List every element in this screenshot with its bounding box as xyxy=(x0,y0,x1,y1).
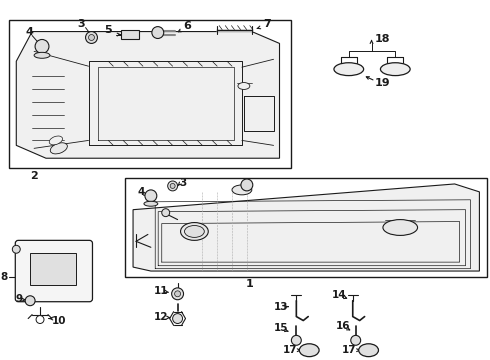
Text: 12: 12 xyxy=(153,311,168,321)
Circle shape xyxy=(25,296,35,306)
Bar xyxy=(30,253,75,285)
Text: 3: 3 xyxy=(78,19,85,29)
Circle shape xyxy=(170,184,175,188)
Text: 3: 3 xyxy=(179,178,186,188)
Ellipse shape xyxy=(238,82,250,89)
Circle shape xyxy=(162,209,170,217)
Ellipse shape xyxy=(34,52,50,58)
Text: 16: 16 xyxy=(336,321,350,332)
Text: 5: 5 xyxy=(104,24,112,35)
Text: 8: 8 xyxy=(0,272,7,282)
FancyBboxPatch shape xyxy=(15,240,93,302)
Circle shape xyxy=(351,336,361,345)
Circle shape xyxy=(172,288,184,300)
Ellipse shape xyxy=(49,136,63,145)
Ellipse shape xyxy=(50,143,68,154)
Circle shape xyxy=(172,314,183,324)
Ellipse shape xyxy=(232,185,252,195)
Bar xyxy=(9,20,292,168)
Ellipse shape xyxy=(359,344,378,357)
Text: 2: 2 xyxy=(30,171,38,181)
Text: 13: 13 xyxy=(274,302,289,312)
Circle shape xyxy=(152,27,164,39)
Text: 15: 15 xyxy=(274,323,289,333)
Circle shape xyxy=(174,291,180,297)
Circle shape xyxy=(168,181,177,191)
Text: 6: 6 xyxy=(184,21,192,31)
Bar xyxy=(121,30,139,40)
Circle shape xyxy=(292,336,301,345)
Text: 9: 9 xyxy=(15,294,22,304)
Circle shape xyxy=(12,245,20,253)
Circle shape xyxy=(241,179,253,191)
Text: 17: 17 xyxy=(342,345,357,355)
Polygon shape xyxy=(133,184,479,271)
Circle shape xyxy=(35,40,49,53)
Ellipse shape xyxy=(383,220,417,235)
Ellipse shape xyxy=(334,63,364,76)
Ellipse shape xyxy=(185,225,204,237)
Polygon shape xyxy=(16,32,279,158)
Ellipse shape xyxy=(144,201,158,206)
Ellipse shape xyxy=(299,344,319,357)
Ellipse shape xyxy=(180,222,208,240)
Text: 7: 7 xyxy=(263,19,270,29)
Text: 11: 11 xyxy=(153,286,168,296)
Ellipse shape xyxy=(380,63,410,76)
Text: 18: 18 xyxy=(375,35,390,45)
Text: 1: 1 xyxy=(246,279,254,289)
Text: 14: 14 xyxy=(332,290,346,300)
Text: 10: 10 xyxy=(51,315,66,325)
Text: 4: 4 xyxy=(25,27,33,37)
Text: 19: 19 xyxy=(375,78,390,88)
Circle shape xyxy=(36,316,44,324)
Circle shape xyxy=(89,35,95,40)
Circle shape xyxy=(145,190,157,202)
Text: 4: 4 xyxy=(137,187,145,197)
Circle shape xyxy=(86,32,98,44)
Text: 17: 17 xyxy=(283,345,297,355)
Bar xyxy=(125,178,488,277)
